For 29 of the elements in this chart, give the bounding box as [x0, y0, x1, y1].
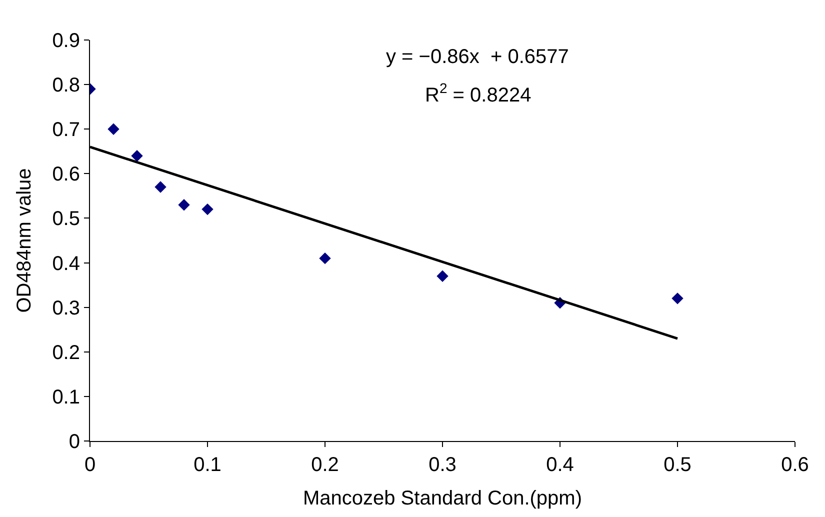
x-tick-label: 0.4	[546, 454, 574, 476]
x-tick-label: 0.2	[311, 454, 339, 476]
point	[436, 270, 448, 282]
y-tick-label: 0.6	[52, 164, 80, 186]
annotation: R$^{2}$ = 0.8224	[425, 80, 532, 106]
y-tick-label: 0.3	[52, 297, 80, 320]
y-tick-label: 0.5	[52, 208, 80, 230]
x-tick-label: 0.5	[664, 454, 692, 476]
y-tick-label: 0.4	[52, 252, 80, 275]
point	[202, 203, 214, 216]
y-tick-label: 0	[68, 431, 80, 453]
y-tick-label: 0.7	[52, 119, 80, 142]
x-tick-label: 0.3	[428, 454, 456, 476]
x-tick-label: 0.1	[194, 454, 222, 476]
y-tick-label: 0.2	[52, 342, 80, 364]
y-axis-title: OD484nm value	[14, 168, 36, 313]
x-tick-label: 0	[84, 454, 96, 476]
point	[154, 181, 166, 193]
point	[108, 123, 120, 135]
point	[131, 150, 143, 162]
y-tick-label: 0.1	[52, 386, 80, 408]
point	[319, 252, 331, 264]
x-tick-label: 0.6	[781, 454, 809, 476]
y-tick-label: 0.8	[52, 74, 80, 97]
x-axis-title: Mancozeb Standard Con.(ppm)	[302, 488, 582, 510]
y-tick-label: 0.9	[52, 30, 80, 52]
annotation: y = −0.86x + 0.6577	[386, 46, 569, 68]
point	[178, 199, 190, 211]
point	[672, 292, 684, 304]
